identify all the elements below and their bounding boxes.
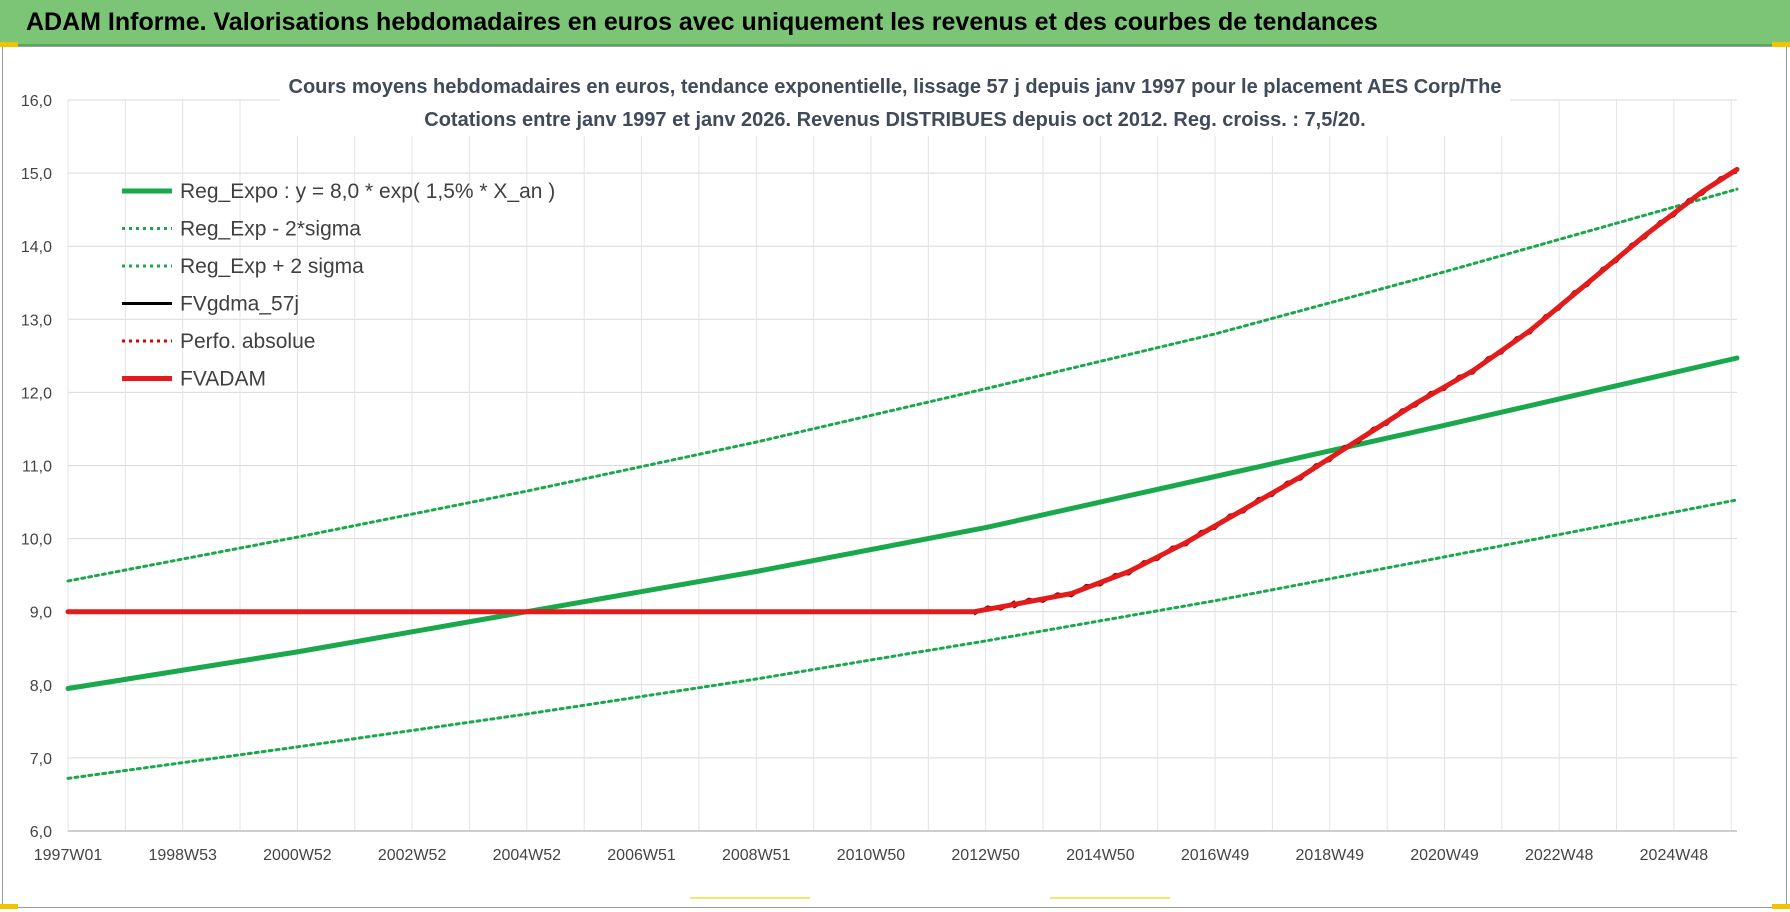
x-tick-label: 2000W52: [263, 847, 332, 864]
legend-label: FVADAM: [180, 368, 266, 391]
chart-frame: [2, 46, 1787, 908]
series-line-1: [66, 498, 1739, 780]
y-tick-label: 6,0: [30, 824, 52, 841]
y-tick-label: 16,0: [21, 93, 52, 110]
legend-label: Reg_Exp + 2 sigma: [180, 255, 364, 278]
legend-label: Reg_Expo : y = 8,0 * exp( 1,5% * X_an ): [180, 180, 555, 203]
title-background: [280, 70, 1510, 136]
y-tick-label: 11,0: [22, 459, 52, 476]
x-tick-label: 2012W50: [951, 847, 1020, 864]
x-tick-label: 2022W48: [1525, 847, 1594, 864]
y-tick-label: 10,0: [21, 532, 52, 549]
chart-title-line1: Cours moyens hebdomadaires en euros, ten…: [289, 76, 1502, 98]
x-tick-label: 2002W52: [378, 847, 447, 864]
grid-lines: [67, 99, 1737, 832]
series-lines: [65, 166, 1740, 780]
x-tick-label: 2008W51: [722, 847, 791, 864]
y-tick-label: 15,0: [21, 166, 52, 183]
sheet-tab-marker: [690, 897, 810, 899]
x-tick-label: 1997W01: [34, 847, 103, 864]
corner-marker-top-right: [1772, 42, 1790, 47]
x-tick-label: 1998W53: [148, 847, 217, 864]
report-banner: ADAM Informe. Valorisations hebdomadaire…: [0, 0, 1790, 46]
chart-legend: Reg_Expo : y = 8,0 * exp( 1,5% * X_an ) R…: [122, 180, 555, 391]
x-tick-label: 2016W49: [1181, 847, 1250, 864]
y-tick-label: 9,0: [30, 605, 52, 622]
x-tick-label: 2014W50: [1066, 847, 1135, 864]
y-tick-label: 14,0: [21, 239, 52, 256]
legend-label: Reg_Exp - 2*sigma: [180, 218, 361, 241]
x-tick-label: 2024W48: [1640, 847, 1709, 864]
y-tick-label: 8,0: [30, 678, 52, 695]
series-line-5: [65, 166, 1740, 615]
x-tick-label: 2020W49: [1410, 847, 1479, 864]
series-line-2: [66, 187, 1739, 583]
corner-marker-bottom-right: [1772, 904, 1790, 909]
legend-label: Perfo. absolue: [180, 330, 315, 353]
y-tick-label: 7,0: [30, 751, 52, 768]
corner-marker-top-left: [0, 42, 18, 47]
sheet-tab-marker: [1050, 897, 1170, 899]
legend-label: FVgdma_57j: [180, 293, 299, 316]
x-tick-label: 2006W51: [607, 847, 676, 864]
fvadam-step-outline: [973, 171, 1738, 616]
x-axis-ticks: 1997W01 1998W53 2000W52 2002W52 2004W52 2006W…: [34, 847, 1709, 864]
corner-marker-bottom-left: [0, 904, 18, 909]
chart-title-line2: Cotations entre janv 1997 et janv 2026. …: [424, 109, 1365, 131]
series-line-0: [65, 355, 1740, 691]
x-tick-label: 2010W50: [837, 847, 906, 864]
y-tick-label: 13,0: [21, 312, 52, 329]
x-tick-label: 2004W52: [493, 847, 562, 864]
report-title: ADAM Informe. Valorisations hebdomadaire…: [26, 8, 1378, 36]
y-axis-ticks: 6,0 7,0 8,0 9,0 10,0 11,0 12,0 13,0 14,0 15,0 16,0: [21, 93, 52, 841]
x-tick-label: 2018W49: [1296, 847, 1365, 864]
y-tick-label: 12,0: [21, 385, 52, 402]
